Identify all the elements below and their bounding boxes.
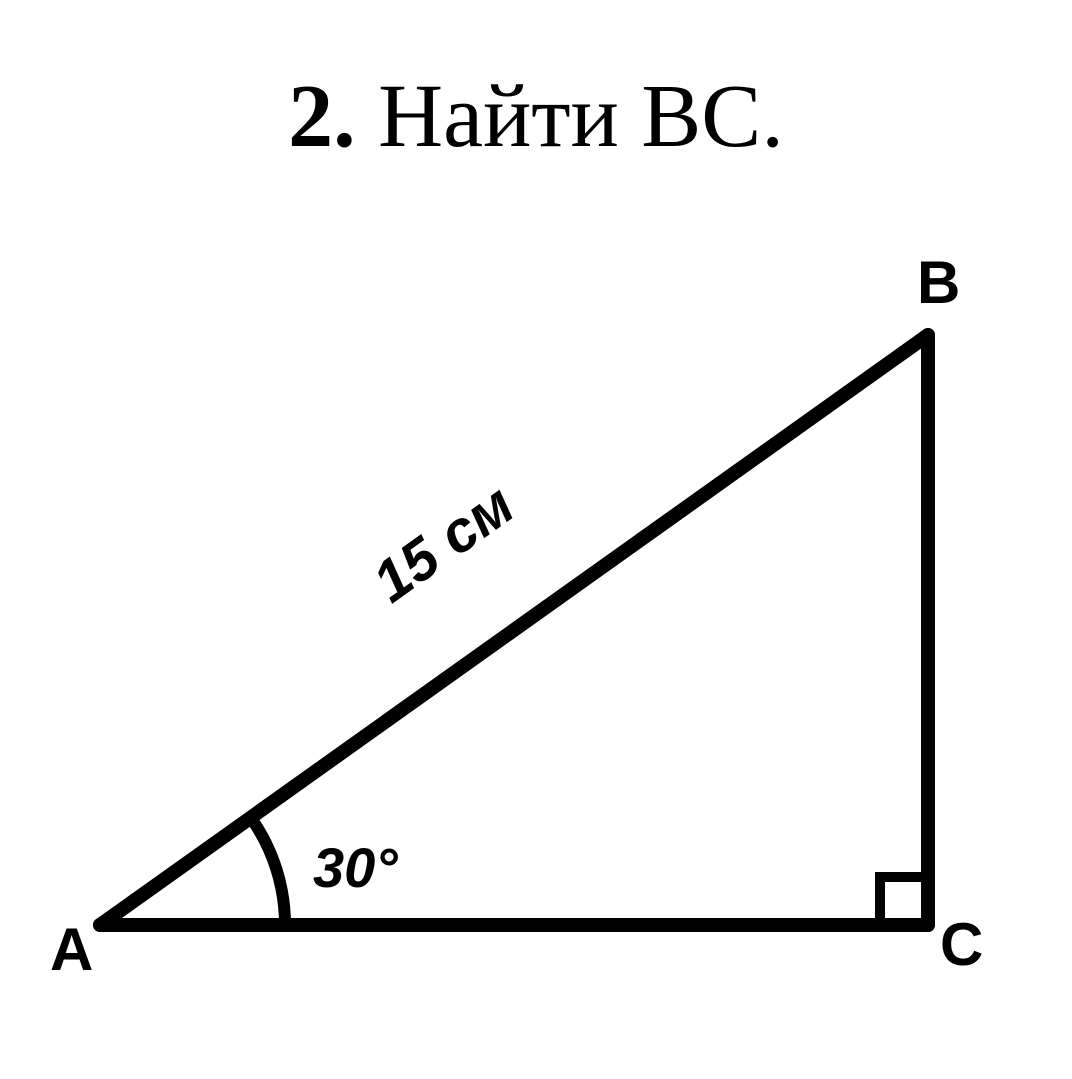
- problem-title: 2. Найти BC.: [0, 65, 1072, 168]
- problem-task: Найти BC.: [378, 67, 784, 166]
- angle-label: 30°: [313, 835, 398, 900]
- vertex-C-label: C: [940, 910, 983, 979]
- vertex-B-label: B: [917, 248, 960, 317]
- angle-arc: [251, 818, 285, 925]
- triangle-diagram: A B C 15 см 30°: [40, 270, 1030, 970]
- triangle-svg: [40, 270, 1030, 970]
- right-angle-marker: [880, 877, 928, 925]
- vertex-A-label: A: [50, 915, 93, 984]
- side-AB: [100, 335, 928, 925]
- problem-number: 2.: [288, 67, 356, 166]
